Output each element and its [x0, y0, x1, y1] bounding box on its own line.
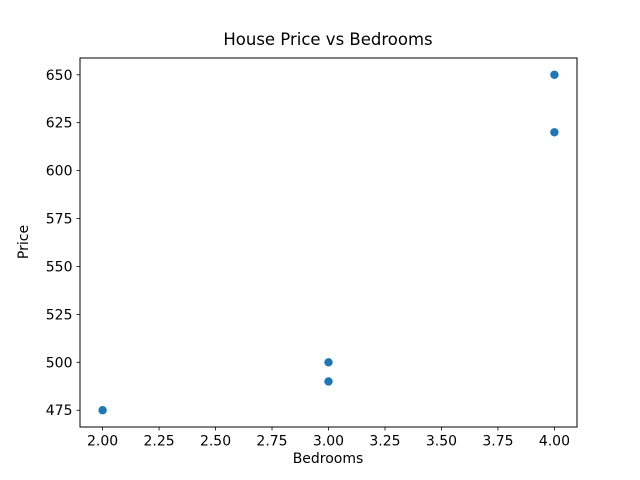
scatter-point: [98, 406, 107, 415]
y-tick-label: 625: [46, 116, 73, 132]
x-tick-label: 3.50: [426, 434, 457, 450]
x-axis-label: Bedrooms: [293, 451, 364, 467]
y-tick-label: 500: [46, 355, 73, 371]
scatter-point: [550, 70, 559, 79]
y-tick-label: 475: [46, 403, 73, 419]
scatter-point: [324, 377, 333, 386]
x-tick-label: 2.25: [143, 434, 174, 450]
x-tick-label: 2.75: [256, 434, 287, 450]
points-layer: [98, 70, 559, 415]
plot-area: [79, 57, 578, 428]
y-tick-label: 575: [46, 212, 73, 228]
scatter-point: [324, 358, 333, 367]
x-tick-label: 2.50: [200, 434, 231, 450]
x-tick-label: 3.25: [369, 434, 400, 450]
y-tick-label: 650: [46, 68, 73, 84]
x-tick-label: 3.00: [313, 434, 344, 450]
x-tick-label: 3.75: [482, 434, 513, 450]
y-tick-label: 600: [46, 164, 73, 180]
ticks-layer: 2.00 2.25 2.50 2.75 3.00 3.25 3.50 3.75 4.00 475 5…: [46, 68, 570, 450]
x-tick-label: 2.00: [87, 434, 118, 450]
scatter-point: [550, 128, 559, 137]
y-axis-label: Price: [16, 225, 32, 259]
y-tick-label: 550: [46, 259, 73, 275]
y-tick-label: 525: [46, 307, 73, 323]
x-tick-label: 4.00: [539, 434, 570, 450]
chart-title: House Price vs Bedrooms: [223, 30, 432, 49]
